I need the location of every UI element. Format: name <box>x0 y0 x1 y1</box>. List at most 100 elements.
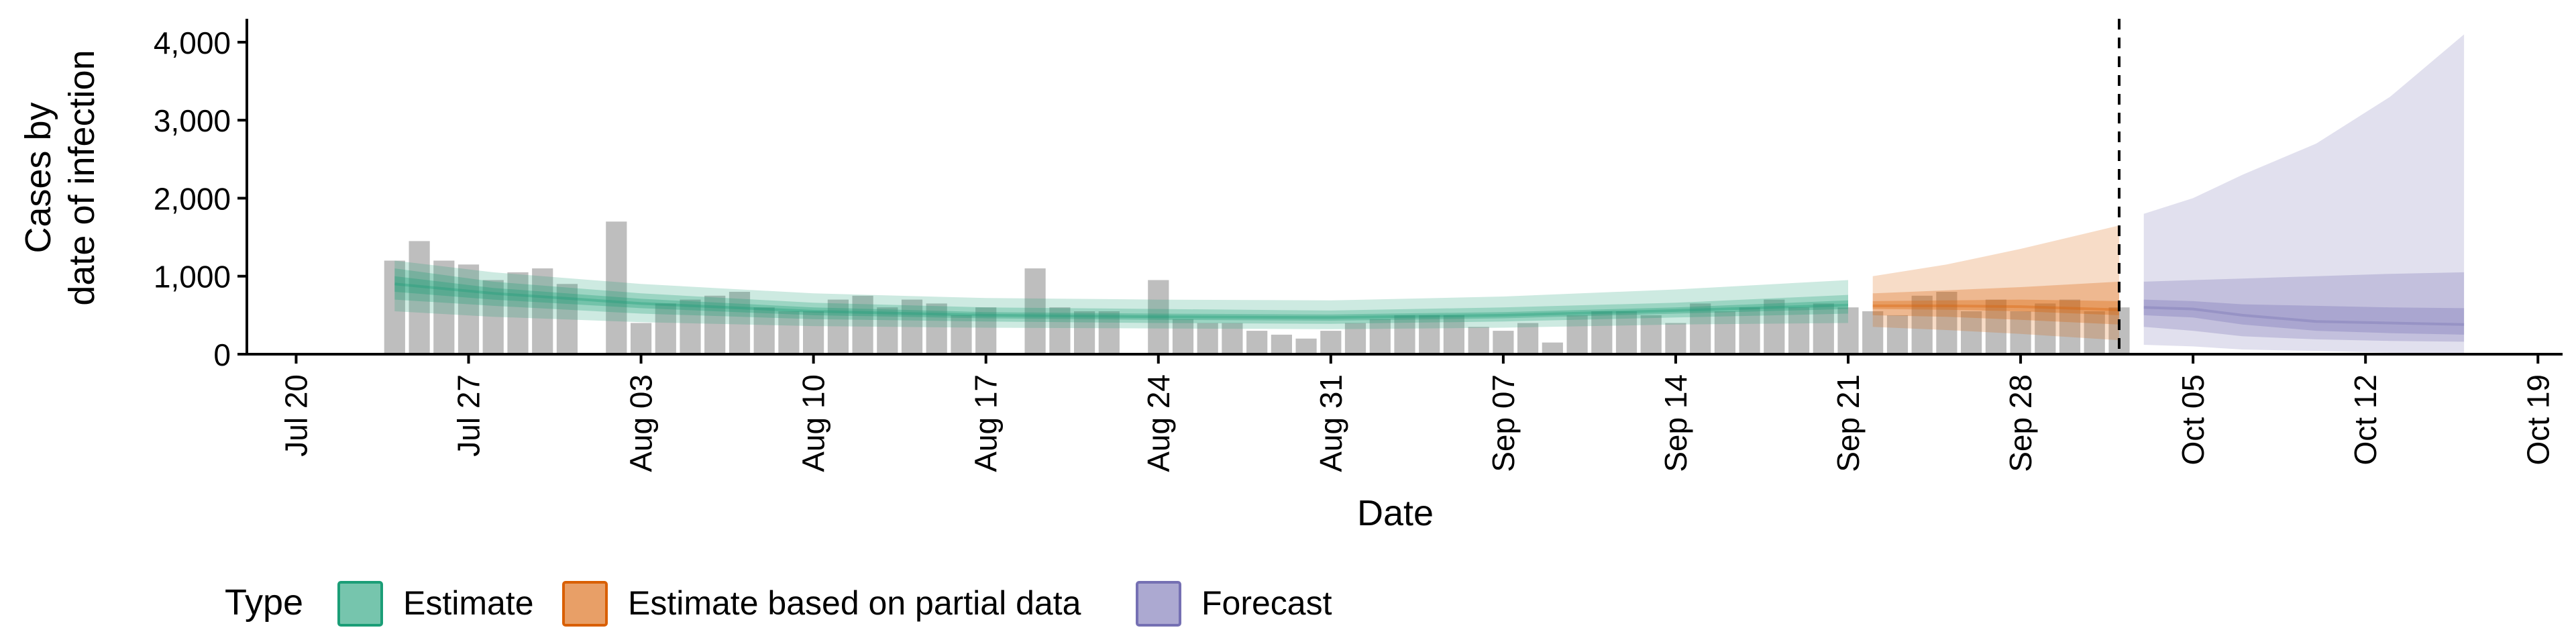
case-bar <box>1344 323 1366 354</box>
x-tick-label: Oct 12 <box>2348 374 2383 466</box>
legend-label-estimate: Estimate <box>403 584 534 622</box>
case-bar <box>1936 292 1957 354</box>
y-axis-title-line-2: date of infection <box>62 50 102 305</box>
case-bar <box>803 311 824 354</box>
x-tick-label: Sep 28 <box>2003 374 2038 472</box>
case-bar <box>1493 331 1514 354</box>
estimate-based-on-partial-data-median-line <box>1872 304 2120 311</box>
estimate-band-50 <box>394 268 1848 324</box>
legend-label-forecast: Forecast <box>1201 584 1332 622</box>
y-tick-label: 1,000 <box>154 260 231 294</box>
case-bar <box>1961 311 1982 354</box>
case-bar <box>1788 307 1810 354</box>
y-tick-label: 3,000 <box>154 103 231 138</box>
case-bar <box>1222 323 1243 354</box>
case-bar <box>1394 315 1415 354</box>
case-bar <box>1615 311 1638 354</box>
case-bar <box>852 295 873 354</box>
case-bar <box>1246 331 1268 354</box>
case-bar <box>2035 303 2056 354</box>
case-bar <box>1911 295 1933 354</box>
x-axis-title: Date <box>1357 493 1434 533</box>
case-bar <box>1739 307 1760 354</box>
x-tick-label: Sep 21 <box>1831 374 1866 472</box>
case-bar <box>778 311 800 354</box>
case-bar <box>1813 303 1834 354</box>
case-bar <box>704 295 726 354</box>
estimate-band-90 <box>394 260 1848 329</box>
case-bar <box>1591 311 1613 354</box>
estimate-based-on-partial-data-band-90 <box>1872 225 2119 341</box>
y-axis-title-line-1: Cases by <box>18 102 58 253</box>
legend-key-estimate-based-on-partial-data <box>562 581 608 627</box>
case-bar <box>877 307 898 354</box>
case-bar <box>1985 299 2006 354</box>
x-tick-label: Jul 20 <box>278 374 313 457</box>
case-bar <box>1148 280 1169 354</box>
case-bar <box>1714 311 1735 354</box>
case-bar <box>1295 338 1317 354</box>
case-bar <box>384 260 405 354</box>
case-bar <box>926 303 947 354</box>
case-bar <box>1443 315 1464 354</box>
x-tick-label: Oct 05 <box>2176 374 2210 466</box>
case-bar <box>1074 311 1095 354</box>
case-bar <box>1369 319 1391 354</box>
estimate-median-line <box>394 282 1849 319</box>
case-bar <box>1566 315 1588 354</box>
forecast-band-50 <box>2143 272 2465 342</box>
legend: Type Estimate Estimate based on partial da… <box>225 581 1332 627</box>
case-bar <box>901 299 923 354</box>
legend-title: Type <box>225 582 303 623</box>
y-tick-label: 0 <box>213 337 231 372</box>
x-tick-label: Sep 07 <box>1486 374 1521 472</box>
x-tick-labels: Jul 20 Jul 27 Aug 03 Aug 10 Aug 17 Aug 24 Aug … <box>278 374 2555 472</box>
case-bar <box>1640 315 1662 354</box>
case-bar <box>1197 323 1218 354</box>
forecast-band-20 <box>2143 299 2465 335</box>
estimate-based-on-partial-data-band-50 <box>1872 281 2119 325</box>
case-bar <box>729 292 751 354</box>
case-bar <box>680 299 701 354</box>
case-bar <box>655 303 676 354</box>
case-bar <box>1542 342 1563 354</box>
case-bar <box>1665 323 1686 354</box>
x-tick-label: Sep 14 <box>1658 374 1693 472</box>
estimate-band-20 <box>394 276 1848 321</box>
case-bar <box>951 315 972 354</box>
case-bar <box>1172 319 1194 354</box>
case-bar <box>556 284 578 354</box>
case-bar <box>532 268 553 354</box>
case-bar <box>1024 268 1046 354</box>
case-bar <box>1271 334 1292 354</box>
case-bar <box>753 307 775 354</box>
forecast-band-90 <box>2143 34 2465 354</box>
forecast-median-line <box>2143 306 2465 326</box>
bands-layer <box>394 34 2465 354</box>
axes-layer <box>237 19 2563 364</box>
case-bar <box>482 280 504 354</box>
case-bar <box>2084 311 2105 354</box>
case-bar <box>507 272 529 354</box>
case-bar <box>2059 299 2081 354</box>
case-bar <box>1764 299 1785 354</box>
legend-key-estimate <box>337 581 383 627</box>
case-bar <box>1098 311 1120 354</box>
x-tick-label: Aug 03 <box>624 374 659 472</box>
case-bar <box>1049 307 1071 354</box>
case-bar <box>1517 323 1539 354</box>
case-bar <box>1837 307 1859 354</box>
case-bar <box>606 221 627 354</box>
case-bar <box>975 307 997 354</box>
case-bar <box>458 264 480 354</box>
x-tick-label: Aug 31 <box>1313 374 1348 472</box>
x-tick-label: Aug 24 <box>1141 374 1176 472</box>
case-bar <box>631 323 652 354</box>
y-tick-label: 2,000 <box>154 181 231 216</box>
case-bar <box>409 241 430 354</box>
y-tick-label: 4,000 <box>154 25 231 60</box>
case-bar <box>1419 315 1440 354</box>
case-bar <box>827 299 849 354</box>
x-tick-label: Oct 19 <box>2520 374 2555 466</box>
